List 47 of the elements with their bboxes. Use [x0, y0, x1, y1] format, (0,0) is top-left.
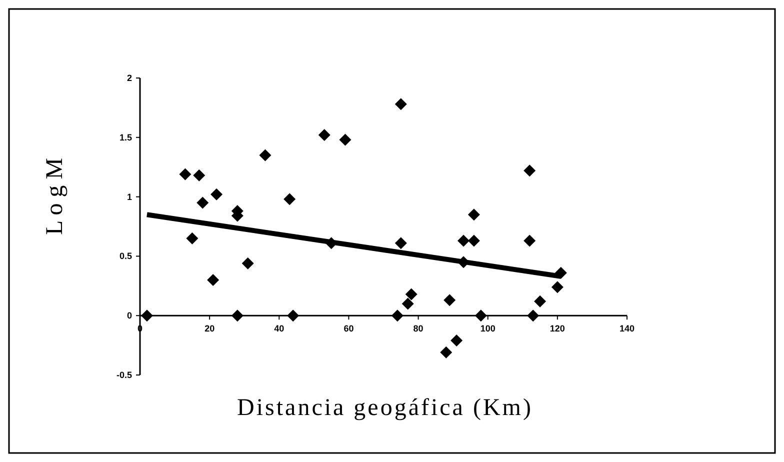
point [554, 266, 567, 279]
y-tick-label: 2 [126, 73, 132, 83]
point [287, 310, 300, 322]
point [444, 294, 456, 306]
point [193, 169, 206, 182]
point [524, 164, 536, 177]
y-tick-label: 0.5 [119, 251, 132, 262]
point [231, 310, 244, 322]
point [402, 298, 414, 310]
point [339, 134, 352, 146]
y-axis-title: L o g M [42, 158, 68, 236]
y-tick-label: 0 [126, 310, 132, 321]
y-tick-label: 1.5 [119, 132, 132, 142]
y-tick-label: -0.5 [116, 370, 132, 380]
point [140, 310, 153, 322]
x-axis-title: Distancia geogáfica (Km) [237, 395, 533, 421]
point [186, 232, 198, 244]
x-tick-label: 60 [344, 324, 354, 334]
point [527, 310, 540, 322]
point [551, 281, 564, 294]
point [196, 196, 209, 209]
point [318, 129, 330, 142]
x-tick-label: 140 [619, 324, 635, 334]
point [210, 188, 223, 200]
y-tick-label: 1 [126, 192, 132, 202]
x-tick-label: 20 [204, 324, 215, 334]
x-tick-label: 120 [550, 324, 565, 334]
x-tick-label: 40 [274, 324, 284, 334]
point [468, 234, 480, 247]
point [207, 274, 220, 286]
point [468, 208, 480, 221]
point [440, 346, 452, 358]
point [450, 334, 463, 347]
point [394, 237, 407, 250]
point [394, 98, 407, 110]
point [524, 234, 536, 247]
x-tick-label: 100 [480, 324, 496, 334]
point [458, 234, 470, 247]
point [474, 310, 487, 322]
x-tick-label: 80 [413, 324, 424, 334]
point [284, 193, 296, 206]
point [179, 168, 192, 180]
point [405, 288, 418, 300]
point [391, 310, 404, 322]
point [534, 295, 546, 308]
point [242, 257, 254, 270]
point [259, 149, 272, 162]
